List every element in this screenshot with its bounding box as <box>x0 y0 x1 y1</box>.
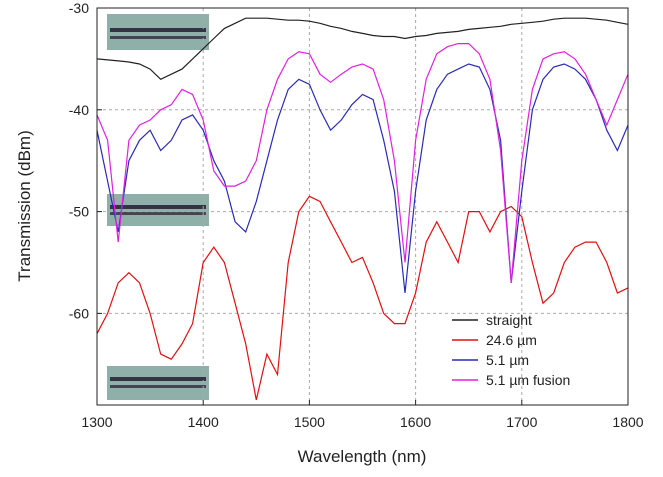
series-line <box>96 63 629 294</box>
series-line <box>96 195 629 401</box>
y-tick-label: -40 <box>69 102 89 118</box>
legend-label: 5.1 µm fusion <box>486 372 570 388</box>
legend-label: 24.6 µm <box>486 332 537 348</box>
x-tick-label: 1700 <box>506 414 537 430</box>
x-axis-label: Wavelength (nm) <box>298 447 427 466</box>
series-line <box>96 17 629 81</box>
legend-label: straight <box>486 312 532 328</box>
x-tick-label: 1500 <box>294 414 325 430</box>
plot-frame <box>96 7 629 406</box>
y-axis-label: Transmission (dBm) <box>15 130 34 281</box>
y-tick-label: -60 <box>69 305 89 321</box>
x-tick-label: 1600 <box>400 414 431 430</box>
y-tick-label: -50 <box>69 204 89 220</box>
series-line <box>96 43 629 283</box>
inset-photos <box>107 14 209 400</box>
legend-label: 5.1 µm <box>486 352 529 368</box>
y-tick-label: -30 <box>69 0 89 16</box>
x-tick-label: 1800 <box>612 414 643 430</box>
x-tick-label: 1400 <box>188 414 219 430</box>
x-tick-label: 1300 <box>81 414 112 430</box>
